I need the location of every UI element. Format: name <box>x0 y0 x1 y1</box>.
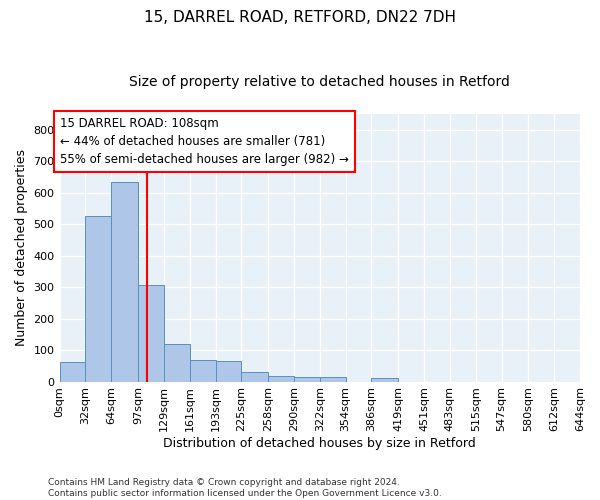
Title: Size of property relative to detached houses in Retford: Size of property relative to detached ho… <box>130 75 510 89</box>
Bar <box>241 372 268 382</box>
Bar <box>268 376 294 382</box>
Bar <box>164 344 190 382</box>
Bar <box>138 284 164 382</box>
Text: 15, DARREL ROAD, RETFORD, DN22 7DH: 15, DARREL ROAD, RETFORD, DN22 7DH <box>144 10 456 25</box>
Bar <box>215 361 241 382</box>
Text: Contains HM Land Registry data © Crown copyright and database right 2024.
Contai: Contains HM Land Registry data © Crown c… <box>48 478 442 498</box>
Text: 15 DARREL ROAD: 108sqm
← 44% of detached houses are smaller (781)
55% of semi-de: 15 DARREL ROAD: 108sqm ← 44% of detached… <box>61 117 349 166</box>
Bar <box>59 362 85 382</box>
Bar <box>294 377 320 382</box>
Bar <box>111 182 138 382</box>
Bar <box>320 378 346 382</box>
X-axis label: Distribution of detached houses by size in Retford: Distribution of detached houses by size … <box>163 437 476 450</box>
Bar <box>85 216 111 382</box>
Bar <box>371 378 398 382</box>
Y-axis label: Number of detached properties: Number of detached properties <box>15 149 28 346</box>
Bar <box>190 360 215 382</box>
